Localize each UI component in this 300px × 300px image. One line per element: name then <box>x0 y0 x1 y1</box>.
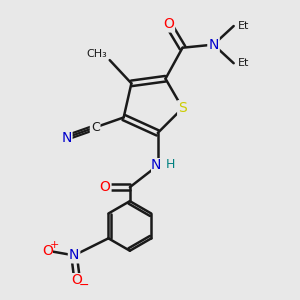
Text: CH₃: CH₃ <box>86 49 107 58</box>
Text: Et: Et <box>237 21 249 31</box>
Text: O: O <box>42 244 53 258</box>
Text: −: − <box>79 279 89 292</box>
Text: S: S <box>178 101 187 115</box>
Text: H: H <box>166 158 176 171</box>
Text: +: + <box>50 240 59 250</box>
Text: O: O <box>163 17 174 32</box>
Text: N: N <box>69 248 79 262</box>
Text: N: N <box>61 130 71 145</box>
Text: Et: Et <box>237 58 249 68</box>
Text: O: O <box>72 273 83 287</box>
Text: C: C <box>91 121 100 134</box>
Text: O: O <box>100 180 110 194</box>
Text: N: N <box>208 38 219 52</box>
Text: N: N <box>151 158 161 172</box>
